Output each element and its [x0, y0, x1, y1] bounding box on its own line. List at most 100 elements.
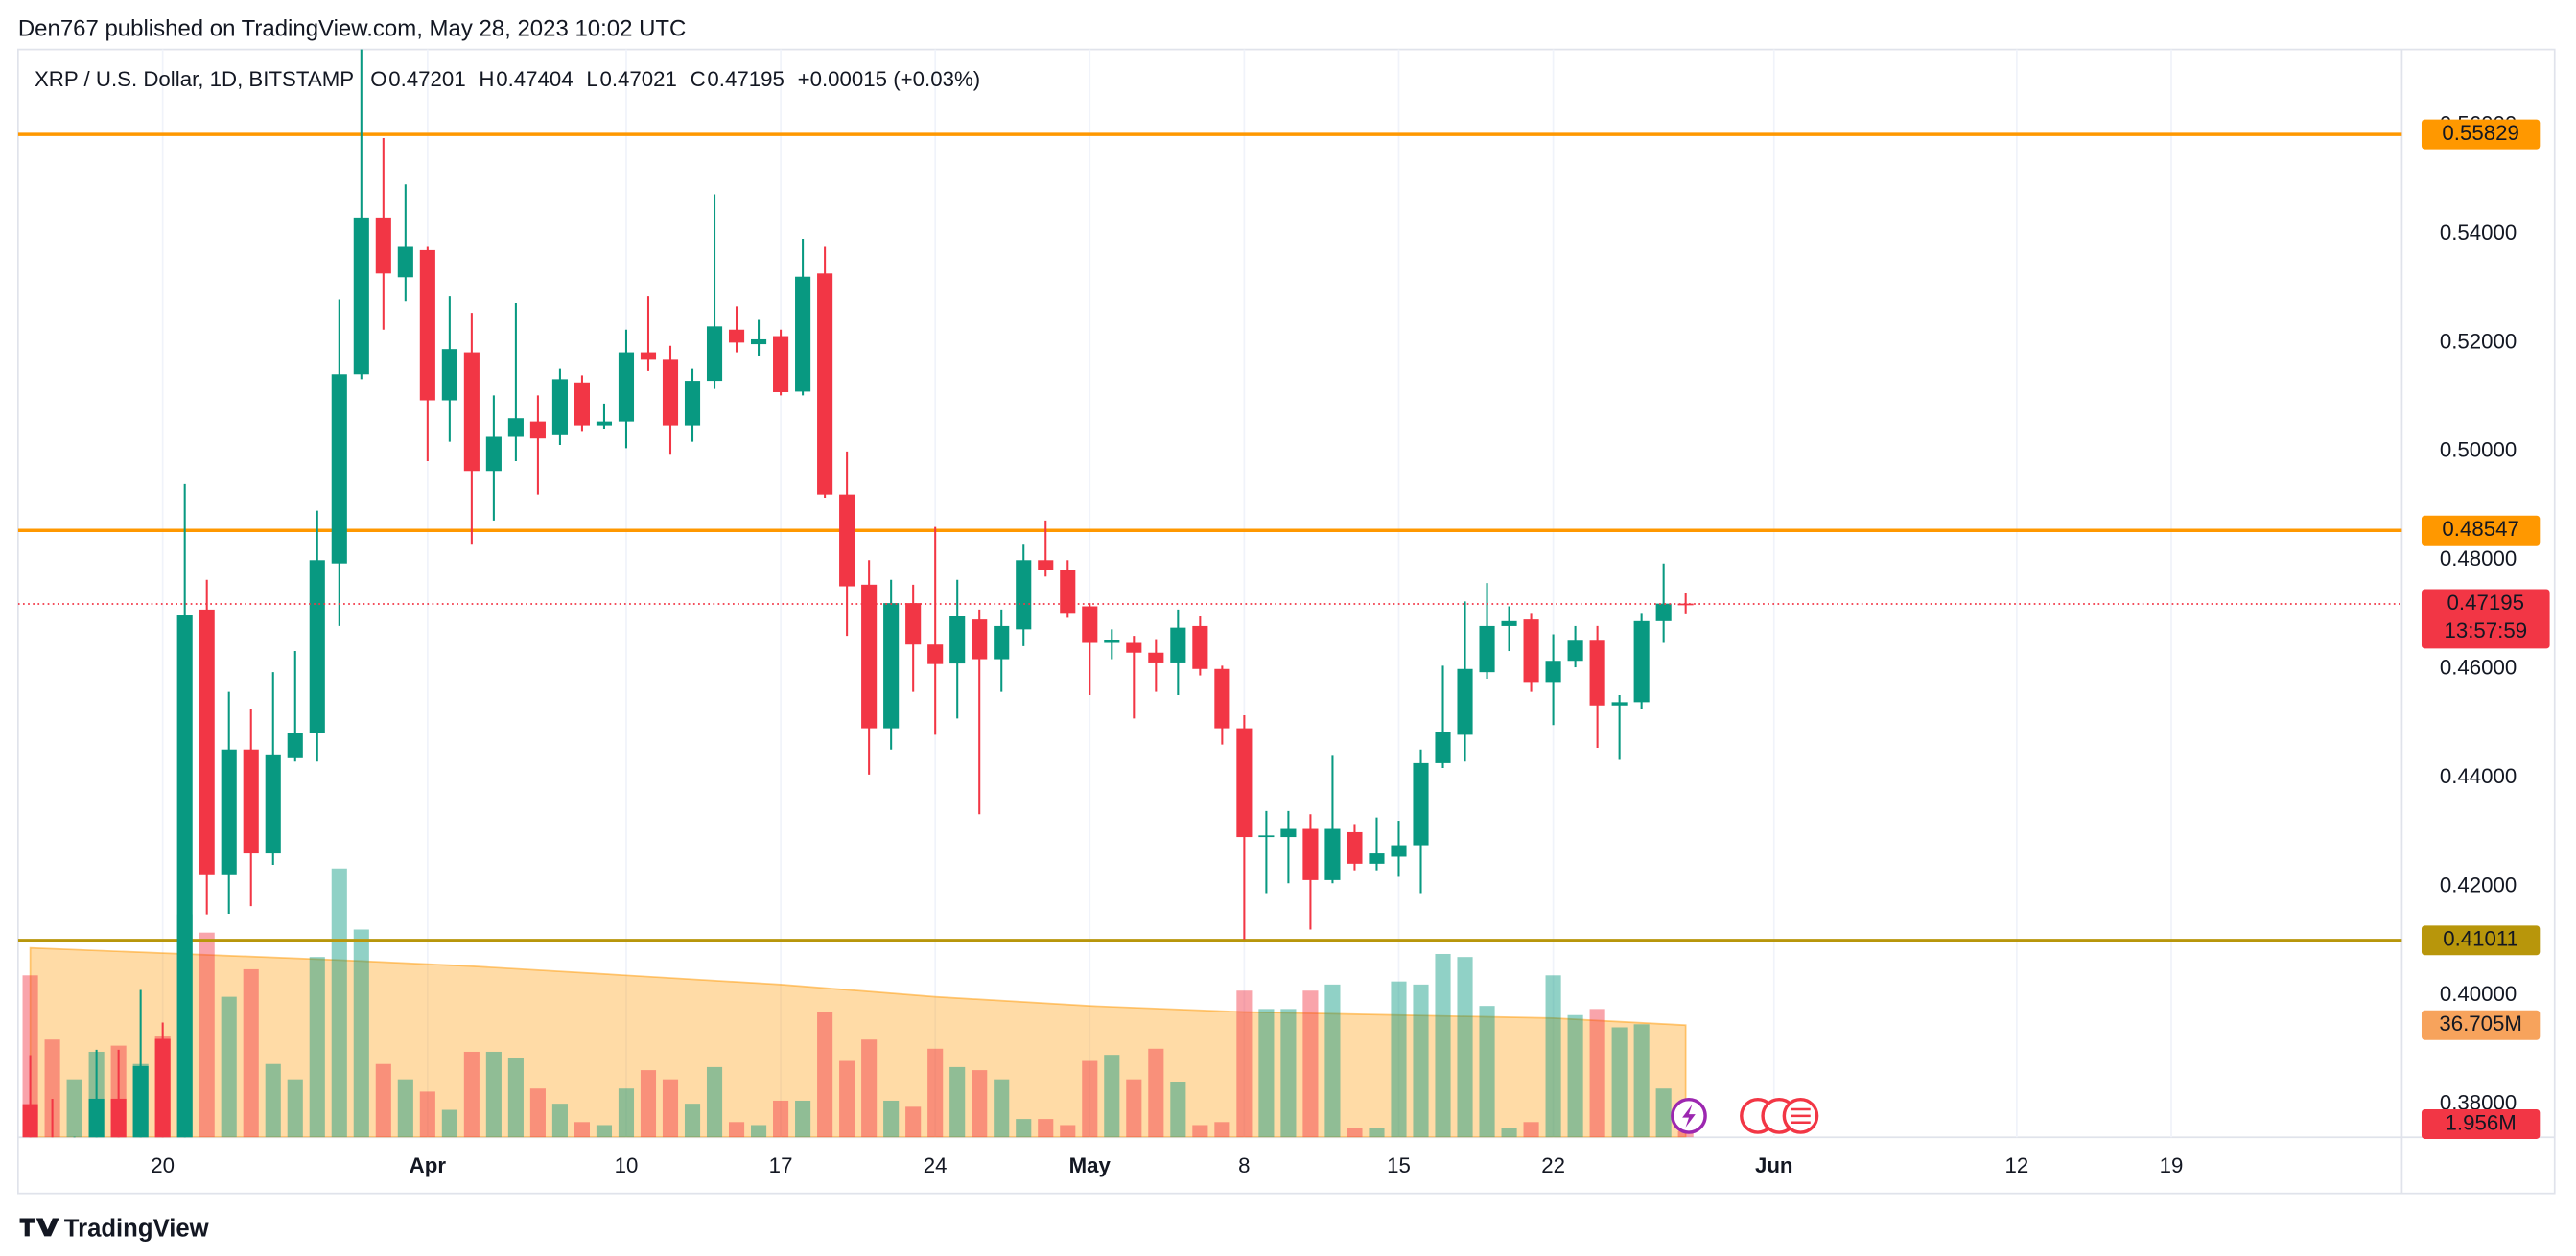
candle-body [1126, 642, 1142, 653]
volume-bar [905, 1106, 922, 1138]
candles [17, 49, 2402, 1138]
candle-body [331, 374, 347, 564]
volume-bar [927, 1048, 944, 1138]
volume-bar [706, 1066, 723, 1138]
volume-bar [441, 1109, 457, 1138]
candle-body [485, 436, 502, 472]
volume-bar [1479, 1006, 1495, 1138]
volume-bar [1545, 975, 1561, 1138]
candle-body [994, 625, 1010, 660]
y-tick-label: 0.42000 [2440, 873, 2517, 897]
x-tick-label: 12 [2005, 1153, 2029, 1177]
volume-bar [1501, 1128, 1517, 1138]
x-tick-label: 20 [151, 1153, 175, 1177]
x-tick-label: Jun [1755, 1153, 1793, 1177]
candle-body [243, 749, 259, 854]
volume-bar [662, 1079, 679, 1138]
volume-bar [1258, 1009, 1275, 1138]
legend-ohlc-value: 0.47404 [496, 67, 573, 91]
volume-label-bg [2421, 1108, 2541, 1139]
volume-bar [684, 1104, 701, 1138]
level-label-bg [2421, 119, 2541, 150]
volume-bar [1126, 1079, 1142, 1138]
candle-body [1236, 728, 1253, 838]
candle-body [1611, 702, 1628, 706]
volume-bar [243, 968, 259, 1138]
candle-body [1347, 831, 1363, 864]
y-tick-label: 0.50000 [2440, 438, 2517, 462]
candle-body [463, 352, 480, 472]
volume-bar [44, 1039, 60, 1138]
last-price: 0.47195 [2447, 591, 2524, 615]
frame [16, 48, 2556, 1195]
volume-bar [375, 1063, 391, 1138]
volume-bar [331, 868, 347, 1138]
volume-bar [839, 1060, 855, 1138]
volume-bar [1391, 981, 1407, 1138]
volume-bar [596, 1125, 613, 1138]
candle-body [706, 326, 723, 382]
candle-body [88, 1098, 105, 1138]
event-icons [1671, 1097, 1819, 1134]
candle-body [1457, 668, 1473, 735]
volume-bar [1633, 1024, 1650, 1138]
x-tick-label: 19 [2160, 1153, 2184, 1177]
candle-body [419, 249, 435, 401]
volume-bar [397, 1079, 413, 1138]
candle-body [1302, 828, 1319, 880]
last-price-bg [2421, 589, 2550, 649]
volume-bar [751, 1125, 767, 1138]
level-label: 0.48547 [2442, 517, 2518, 541]
y-tick-label: 0.44000 [2440, 764, 2517, 788]
candle-body [1655, 603, 1672, 621]
volume-bar [1523, 1122, 1539, 1138]
candle-body [905, 603, 922, 645]
y-tick-label: 0.40000 [2440, 982, 2517, 1006]
level-label-bg [2421, 515, 2541, 546]
candle-body [132, 1065, 149, 1138]
candle-body [309, 560, 325, 733]
candle-body [529, 421, 546, 439]
volume-bar [1589, 1009, 1605, 1138]
volume-bar [574, 1122, 590, 1138]
legend-ohlc-key: O [370, 67, 386, 91]
volume-bar [1104, 1055, 1120, 1138]
candle-body [154, 1038, 171, 1138]
volume-bar [728, 1122, 745, 1138]
legend-ohlc-value: 0.47201 [388, 67, 465, 91]
volume-bar [949, 1066, 966, 1138]
candle-body [1082, 606, 1098, 643]
volume-bar [1435, 953, 1451, 1138]
legend-ohlc-key: H [479, 67, 494, 91]
volume-bar [972, 1070, 988, 1138]
volume-bar [1148, 1048, 1164, 1138]
volume [22, 868, 1694, 1138]
candle-body [1016, 560, 1032, 630]
candle-body [839, 494, 855, 587]
x-tick-label: Apr [410, 1153, 447, 1177]
candle-body [353, 217, 369, 375]
candle-body [375, 217, 391, 274]
volume-bar [353, 929, 369, 1138]
candle-body [883, 603, 900, 729]
volume-bar [1016, 1119, 1032, 1138]
volume-bar [1457, 957, 1473, 1138]
legend-ohlc-key: L [586, 67, 597, 91]
volume-bar [1324, 984, 1341, 1138]
y-tick-label: 0.52000 [2440, 329, 2517, 353]
candle-body [728, 329, 745, 343]
volume-bar [1170, 1082, 1186, 1138]
candle-body [574, 382, 590, 426]
volume-bar [994, 1079, 1010, 1138]
flag-stripes [1791, 1107, 1811, 1125]
candle-body [817, 273, 833, 495]
candle-body [287, 733, 303, 758]
y-tick-label: 0.54000 [2440, 221, 2517, 244]
brand: TradingView [64, 1215, 210, 1242]
candle-body [1369, 853, 1385, 864]
candle-body [1545, 661, 1561, 683]
volume-bar [1655, 1088, 1672, 1138]
